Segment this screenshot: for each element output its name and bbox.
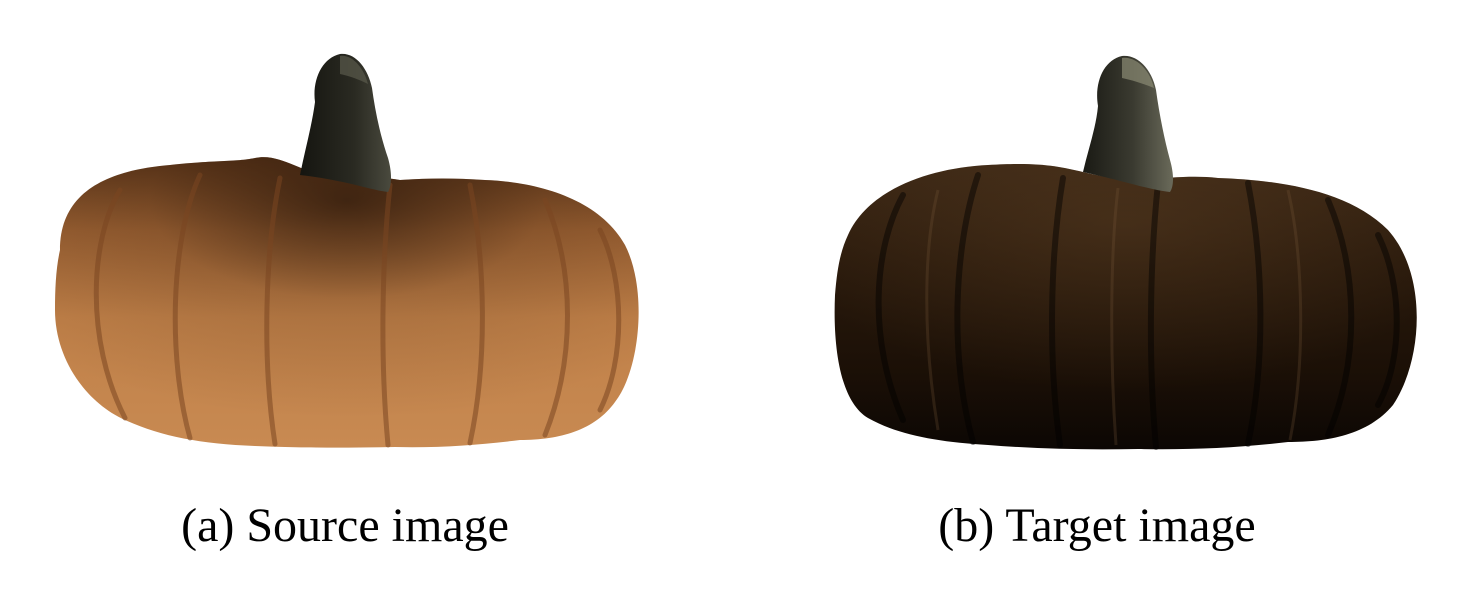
target-image-caption: (b) Target image [938,499,1256,552]
target-pumpkin-image [834,55,1417,450]
source-pumpkin-image [55,53,639,448]
panel-target: (b) Target image [738,0,1476,590]
source-image-caption: (a) Source image [181,499,509,552]
panel-source: (a) Source image [55,53,639,552]
